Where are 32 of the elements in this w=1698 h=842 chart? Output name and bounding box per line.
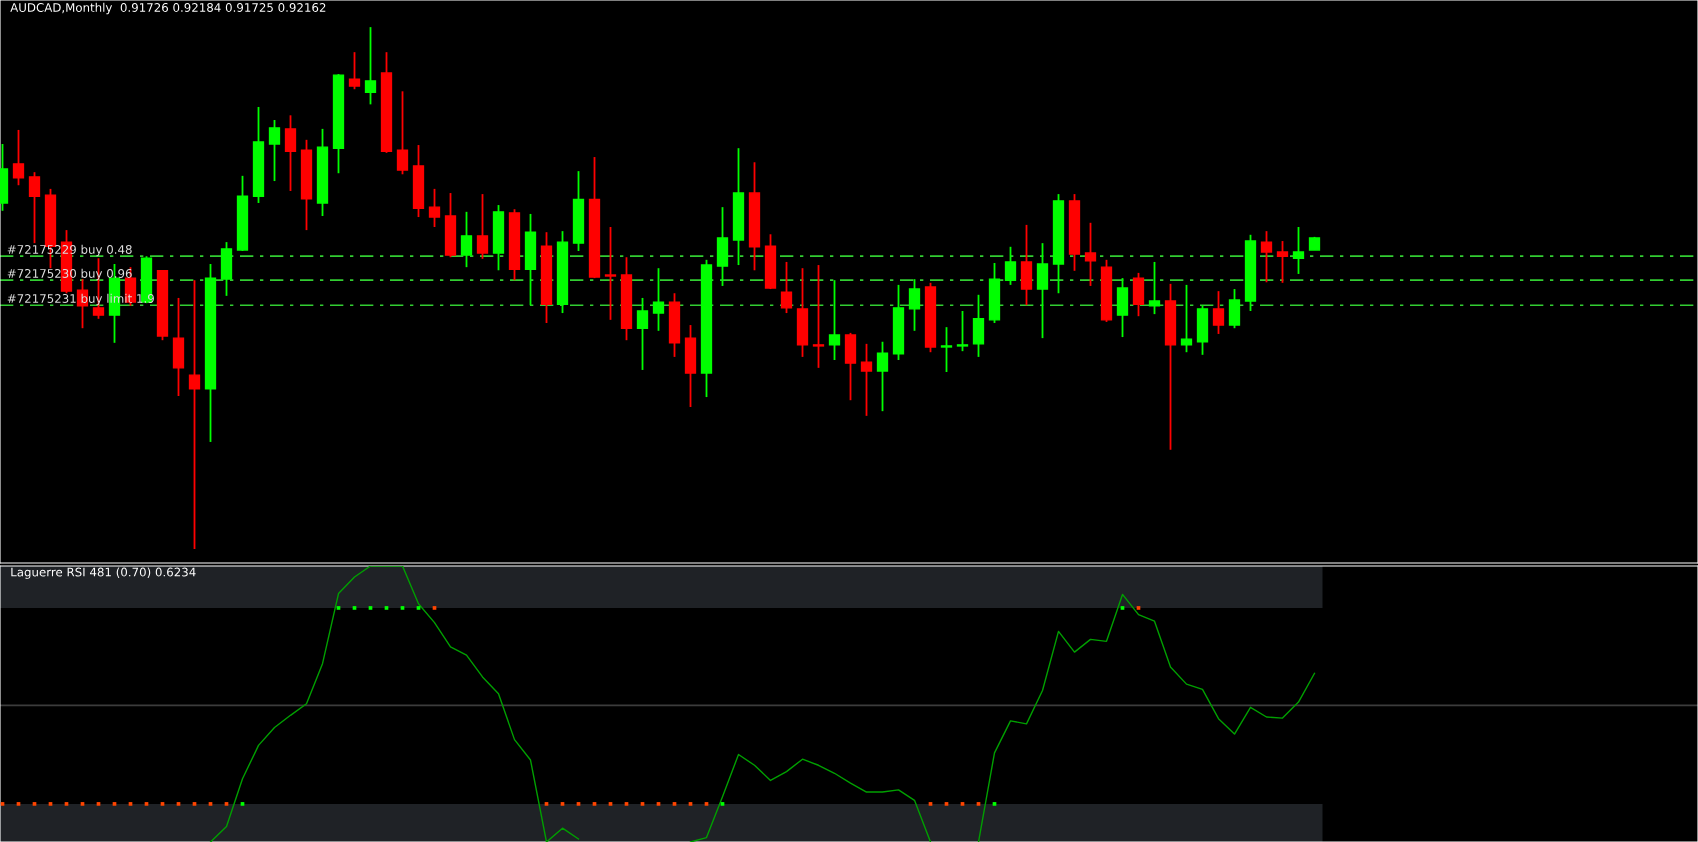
candlestick <box>1292 226 1305 275</box>
candlestick <box>364 26 377 106</box>
chart-title: Laguerre RSI 481 (0.70) 0.6234 <box>11 567 196 579</box>
candlestick <box>1004 245 1017 286</box>
candlestick <box>1260 230 1273 284</box>
candlestick <box>1212 290 1225 335</box>
candlestick <box>1148 261 1161 316</box>
chart-title: AUDCAD,Monthly 0.91726 0.92184 0.91725 0.92162 <box>10 2 326 15</box>
candlestick <box>876 340 889 413</box>
candlestick <box>812 264 825 369</box>
candlestick <box>828 279 841 361</box>
candlestick <box>860 342 873 417</box>
candlestick <box>636 297 649 371</box>
candlestick <box>28 171 41 245</box>
candlestick <box>188 279 201 550</box>
candlestick <box>940 326 953 373</box>
candlestick <box>652 267 665 332</box>
candlestick <box>476 193 489 260</box>
candlestick <box>428 187 441 228</box>
candlestick <box>956 310 969 353</box>
candlestick <box>284 114 297 192</box>
candlestick <box>12 129 25 187</box>
candlestick <box>780 261 793 314</box>
candlestick <box>908 278 921 332</box>
candlestick <box>396 90 409 176</box>
candlestick <box>268 119 281 182</box>
candlestick <box>604 226 617 321</box>
candlestick <box>1276 240 1289 284</box>
candlestick <box>1084 221 1097 287</box>
candlestick <box>1180 283 1193 354</box>
candlestick <box>460 210 473 269</box>
candlestick <box>348 51 361 91</box>
